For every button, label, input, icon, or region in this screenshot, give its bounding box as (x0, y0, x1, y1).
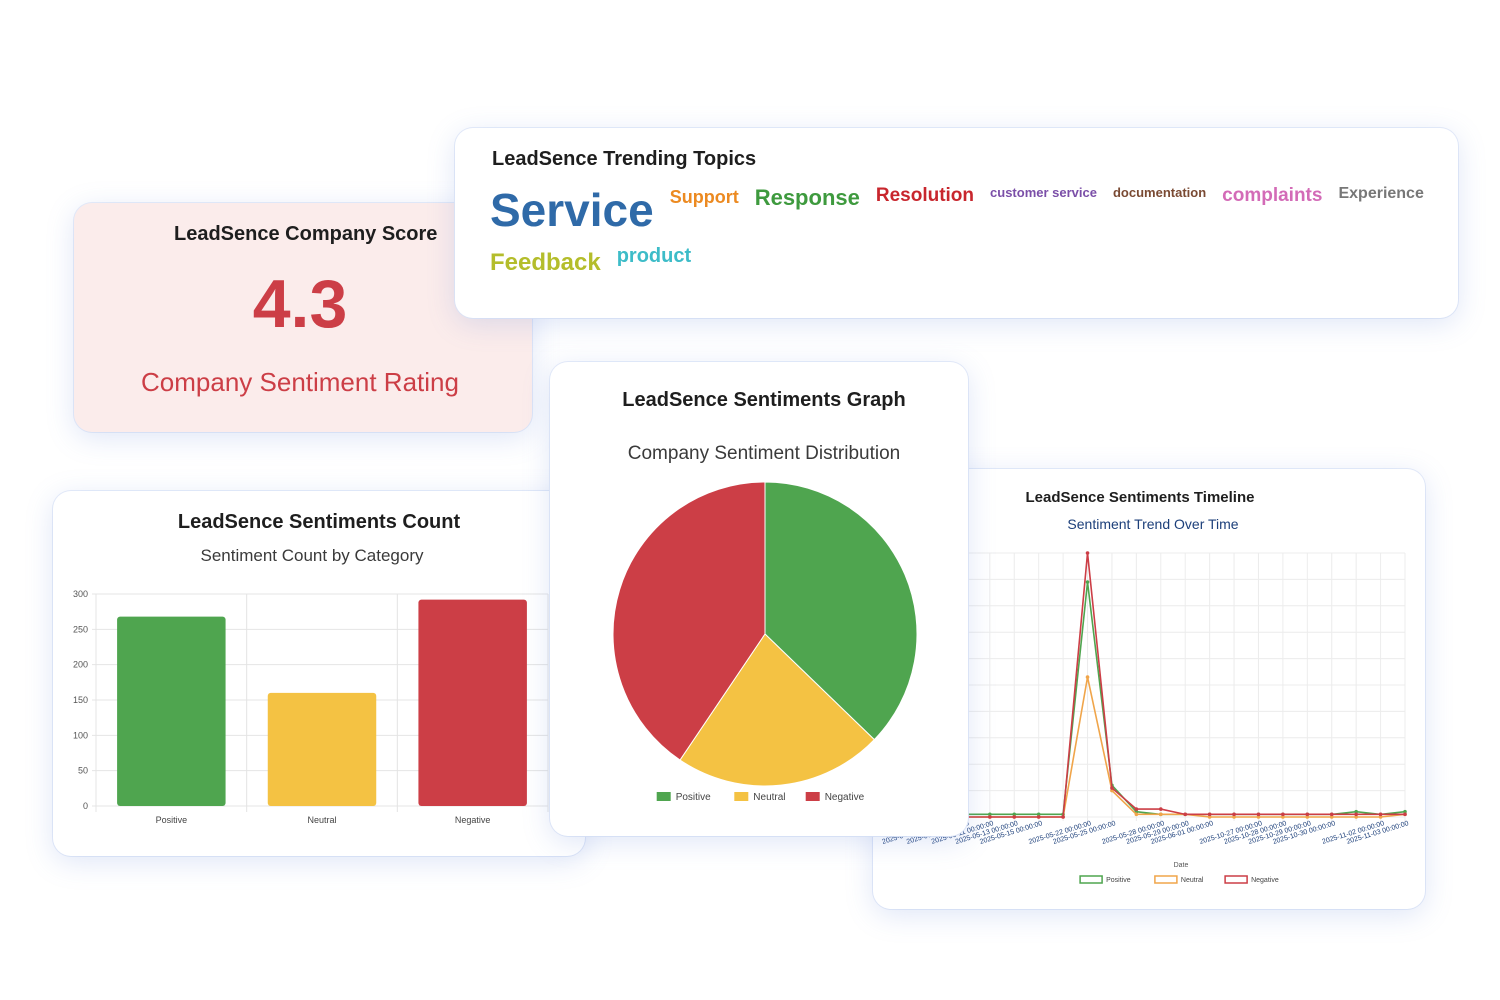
topic-tag: Response (754, 185, 860, 210)
topic-tag: Experience (1338, 185, 1424, 202)
bar-negative[interactable] (418, 599, 527, 806)
line-point[interactable] (1354, 809, 1358, 814)
line-card-title: LeadSence Sentiments Timeline (1025, 489, 1255, 506)
bar-y-tick-label: 300 (73, 589, 88, 599)
line-point[interactable] (988, 815, 992, 819)
line-point[interactable] (1158, 807, 1163, 811)
line-point[interactable] (1036, 812, 1041, 817)
line-point[interactable] (1403, 809, 1407, 814)
line-legend-label: Neutral (1181, 877, 1204, 884)
bar-positive[interactable] (117, 616, 226, 806)
line-point[interactable] (1305, 812, 1310, 817)
company-score-value: 4.3 (252, 266, 348, 342)
pie-card-title: LeadSence Sentiments Graph (622, 389, 906, 411)
bar-y-tick-label: 250 (73, 624, 88, 634)
topic-tag: complaints (1222, 185, 1323, 206)
line-point[interactable] (1256, 812, 1261, 817)
line-point[interactable] (1085, 551, 1090, 555)
line-legend-swatch (1154, 875, 1178, 884)
line-point[interactable] (1378, 815, 1383, 819)
line-point[interactable] (1012, 815, 1017, 819)
line-point[interactable] (1354, 815, 1358, 819)
bar-y-tick-label: 100 (73, 730, 88, 740)
line-point[interactable] (1207, 815, 1212, 819)
line-point[interactable] (1378, 812, 1383, 817)
line-point[interactable] (1232, 815, 1236, 819)
line-point[interactable] (1183, 812, 1188, 817)
line-point[interactable] (1232, 812, 1236, 817)
line-series-positive[interactable] (941, 581, 1406, 816)
pie-legend-swatch (656, 792, 671, 801)
bar-x-tick-label: Neutral (307, 815, 336, 825)
company-score-caption: Company Sentiment Rating (141, 367, 459, 397)
pie-legend-label: Neutral (753, 792, 785, 803)
line-x-axis-label: Date (1174, 862, 1189, 869)
topic-tag: product (616, 245, 692, 268)
pie-card-subtitle: Company Sentiment Distribution (627, 443, 901, 464)
line-point[interactable] (988, 812, 992, 817)
line-legend-swatch (1224, 875, 1248, 884)
line-point[interactable] (1036, 815, 1041, 819)
pie-legend-label: Negative (825, 792, 865, 803)
pie-slice-positive[interactable] (764, 481, 918, 741)
line-point[interactable] (1085, 580, 1090, 584)
line-point[interactable] (1329, 815, 1334, 819)
line-point[interactable] (1207, 812, 1212, 817)
bar-x-tick-label: Positive (156, 815, 188, 825)
trending-topics-card: LeadSence Trending Topics Service Support… (455, 128, 1458, 318)
topic-tag: Service (490, 184, 654, 236)
line-series-neutral[interactable] (941, 676, 1406, 818)
sentiments-count-card: 0 50 100 150 200 250 300 Positive Neutral Negativ… (53, 491, 585, 856)
line-point[interactable] (1281, 812, 1285, 817)
topic-cloud: Service Support Response Resolution customer… (490, 184, 1440, 277)
topic-tag: customer service (990, 185, 1097, 200)
pie-slice-negative[interactable] (612, 481, 766, 761)
line-point[interactable] (1158, 812, 1163, 817)
bar-y-tick-label: 200 (73, 660, 88, 670)
line-point[interactable] (1134, 807, 1139, 811)
line-point[interactable] (1012, 812, 1017, 817)
pie-slice-neutral[interactable] (679, 633, 876, 787)
topic-tag: Support (669, 187, 739, 207)
line-point[interactable] (1329, 812, 1334, 817)
bar-x-tick-label: Negative (455, 815, 491, 825)
line-point[interactable] (1354, 812, 1358, 817)
line-point[interactable] (1134, 812, 1139, 817)
topic-tag: Resolution (875, 185, 975, 206)
pie-chart: Positive Neutral Negative (612, 481, 918, 803)
line-point[interactable] (1061, 815, 1065, 819)
bar-card-subtitle: Sentiment Count by Category (200, 546, 424, 565)
line-series-negative[interactable] (941, 552, 1405, 818)
line-card-subtitle: Sentiment Trend Over Time (1067, 516, 1239, 532)
line-legend-label: Positive (1106, 877, 1131, 884)
pie-legend-swatch (734, 792, 749, 801)
topic-tag: Feedback (490, 249, 601, 277)
topics-card-title: LeadSence Trending Topics (492, 148, 757, 170)
topic-tag: documentation (1112, 185, 1207, 200)
bar-y-tick-label: 0 (83, 801, 88, 811)
pie-legend-swatch (805, 792, 820, 801)
line-legend-swatch (1079, 875, 1103, 884)
line-point[interactable] (1256, 815, 1261, 819)
line-legend-label: Negative (1251, 877, 1279, 884)
line-point[interactable] (1281, 815, 1285, 819)
bar-y-tick-label: 50 (78, 766, 88, 776)
line-point[interactable] (1403, 812, 1407, 817)
bar-chart: 0 50 100 150 200 250 300 Positive Neutral Negativ… (73, 589, 549, 825)
bar-neutral[interactable] (267, 692, 377, 806)
line-point[interactable] (1085, 675, 1090, 679)
line-point[interactable] (1305, 815, 1310, 819)
bar-card-title: LeadSence Sentiments Count (177, 511, 461, 533)
bar-y-tick-label: 150 (73, 695, 88, 705)
score-card-title: LeadSence Company Score (174, 223, 438, 245)
sentiments-graph-card: Positive Neutral Negative LeadSence Sentim… (550, 362, 968, 836)
line-point[interactable] (1110, 786, 1114, 790)
pie-legend-label: Positive (676, 792, 711, 803)
